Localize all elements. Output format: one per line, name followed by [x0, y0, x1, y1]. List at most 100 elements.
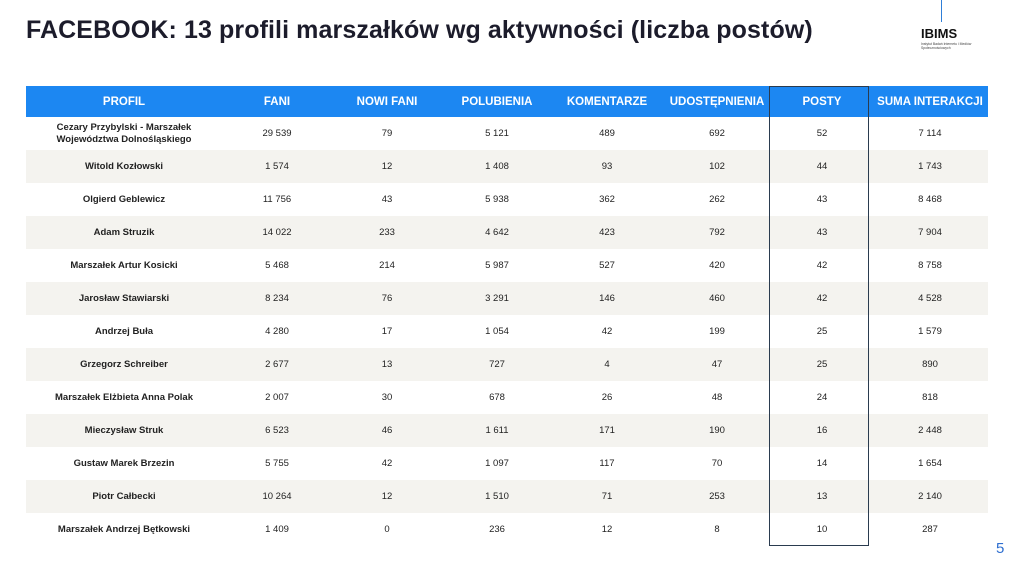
profiles-table: PROFIL FANI NOWI FANI POLUBIENIA KOMENTA… — [26, 86, 988, 546]
shares-cell: 692 — [709, 128, 725, 139]
table-body: Cezary Przybylski - Marszałek Województw… — [26, 117, 988, 546]
profile-name-cell: Marszałek Elżbieta Anna Polak — [55, 391, 193, 403]
total-interactions-cell: 8 468 — [918, 194, 942, 205]
total-interactions-cell: 2 448 — [918, 425, 942, 436]
shares-cell: 102 — [709, 161, 725, 172]
table-row: Cezary Przybylski - Marszałek Województw… — [26, 117, 988, 150]
likes-cell: 236 — [489, 524, 505, 535]
posts-cell: 24 — [816, 392, 828, 403]
table-row: Gustaw Marek Brzezin 5 755 42 1 097 117 70 14 1… — [26, 447, 988, 480]
comments-cell: 171 — [599, 425, 615, 436]
posts-cell: 44 — [816, 161, 828, 172]
fans-cell: 1 409 — [265, 524, 289, 535]
comments-cell: 489 — [599, 128, 615, 139]
column-header-posty: POSTY — [802, 95, 842, 108]
logo-subtitle: Instytut Badań Internetu i Mediów Społec… — [921, 42, 972, 50]
comments-cell: 93 — [601, 161, 613, 172]
table-row: Witold Kozłowski 1 574 12 1 408 93 102 44 1 743 — [26, 150, 988, 183]
column-header-fani: FANI — [263, 95, 291, 108]
posts-cell: 25 — [816, 359, 828, 370]
shares-cell: 199 — [709, 326, 725, 337]
shares-cell: 460 — [709, 293, 725, 304]
fans-cell: 8 234 — [265, 293, 289, 304]
comments-cell: 146 — [599, 293, 615, 304]
shares-cell: 792 — [709, 227, 725, 238]
shares-cell: 47 — [711, 359, 723, 370]
posts-cell: 25 — [816, 326, 828, 337]
fans-cell: 11 756 — [262, 194, 292, 205]
comments-cell: 42 — [601, 326, 613, 337]
shares-cell: 8 — [714, 524, 720, 535]
posts-cell: 14 — [816, 458, 828, 469]
likes-cell: 5 938 — [485, 194, 509, 205]
fans-cell: 5 468 — [265, 260, 289, 271]
likes-cell: 1 054 — [485, 326, 509, 337]
ibims-logo: IBIMS Instytut Badań Internetu i Mediów … — [921, 0, 1001, 64]
table-row: Piotr Całbecki 10 264 12 1 510 71 253 13 2 140 — [26, 480, 988, 513]
shares-cell: 70 — [711, 458, 723, 469]
new-fans-cell: 13 — [381, 359, 393, 370]
new-fans-cell: 17 — [381, 326, 393, 337]
profile-name-cell: Jarosław Stawiarski — [78, 292, 170, 304]
fans-cell: 29 539 — [262, 128, 292, 139]
table-row: Grzegorz Schreiber 2 677 13 727 4 47 25 890 — [26, 348, 988, 381]
profile-name-cell: Piotr Całbecki — [92, 490, 156, 502]
comments-cell: 527 — [599, 260, 615, 271]
table-row: Marszałek Artur Kosicki 5 468 214 5 987 527 4… — [26, 249, 988, 282]
posts-cell: 13 — [816, 491, 828, 502]
new-fans-cell: 214 — [379, 260, 395, 271]
total-interactions-cell: 2 140 — [918, 491, 942, 502]
profile-name-cell: Witold Kozłowski — [84, 160, 164, 172]
likes-cell: 5 121 — [485, 128, 509, 139]
fans-cell: 6 523 — [265, 425, 289, 436]
table-row: Jarosław Stawiarski 8 234 76 3 291 146 460 42 4… — [26, 282, 988, 315]
fans-cell: 2 007 — [265, 392, 289, 403]
posts-cell: 43 — [816, 227, 828, 238]
profile-name-cell: Cezary Przybylski - Marszałek Województw… — [56, 121, 192, 145]
total-interactions-cell: 287 — [922, 524, 938, 535]
shares-cell: 262 — [709, 194, 725, 205]
fans-cell: 4 280 — [265, 326, 289, 337]
profile-name-cell: Marszałek Artur Kosicki — [70, 259, 178, 271]
table-row: Mieczysław Struk 6 523 46 1 611 171 190 16 2 44… — [26, 414, 988, 447]
fans-cell: 14 022 — [262, 227, 292, 238]
shares-cell: 190 — [709, 425, 725, 436]
profile-name-cell: Olgierd Geblewicz — [82, 193, 166, 205]
total-interactions-cell: 7 114 — [918, 128, 942, 139]
total-interactions-cell: 1 654 — [918, 458, 942, 469]
total-interactions-cell: 7 904 — [918, 227, 942, 238]
likes-cell: 4 642 — [485, 227, 509, 238]
column-header-profil: PROFIL — [102, 95, 146, 108]
comments-cell: 12 — [601, 524, 613, 535]
table-row: Marszałek Andrzej Bętkowski 1 409 0 236 12 8 1… — [26, 513, 988, 546]
logo-accent-line — [941, 0, 942, 22]
page-title: FACEBOOK: 13 profili marszałków wg aktyw… — [26, 16, 813, 44]
total-interactions-cell: 1 743 — [918, 161, 942, 172]
profile-name-cell: Mieczysław Struk — [84, 424, 164, 436]
likes-cell: 5 987 — [485, 260, 509, 271]
profile-name-cell: Gustaw Marek Brzezin — [73, 457, 175, 469]
new-fans-cell: 233 — [379, 227, 395, 238]
new-fans-cell: 12 — [381, 491, 393, 502]
new-fans-cell: 43 — [381, 194, 393, 205]
shares-cell: 253 — [709, 491, 725, 502]
posts-cell: 42 — [816, 293, 828, 304]
new-fans-cell: 42 — [381, 458, 393, 469]
profile-name-cell: Andrzej Buła — [94, 325, 154, 337]
new-fans-cell: 46 — [381, 425, 393, 436]
likes-cell: 678 — [489, 392, 505, 403]
table-row: Marszałek Elżbieta Anna Polak 2 007 30 678 2… — [26, 381, 988, 414]
comments-cell: 117 — [599, 458, 615, 469]
new-fans-cell: 0 — [384, 524, 390, 535]
table-row: Adam Struzik 14 022 233 4 642 423 792 43 7 904 — [26, 216, 988, 249]
shares-cell: 420 — [709, 260, 725, 271]
total-interactions-cell: 4 528 — [918, 293, 942, 304]
column-header-polubienia: POLUBIENIA — [461, 95, 533, 108]
comments-cell: 4 — [604, 359, 610, 370]
new-fans-cell: 76 — [381, 293, 393, 304]
total-interactions-cell: 890 — [922, 359, 938, 370]
column-header-nowi-fani: NOWI FANI — [356, 95, 418, 108]
column-header-suma-interakcji: SUMA INTERAKCJI — [877, 95, 983, 108]
likes-cell: 1 097 — [485, 458, 509, 469]
posts-cell: 42 — [816, 260, 828, 271]
